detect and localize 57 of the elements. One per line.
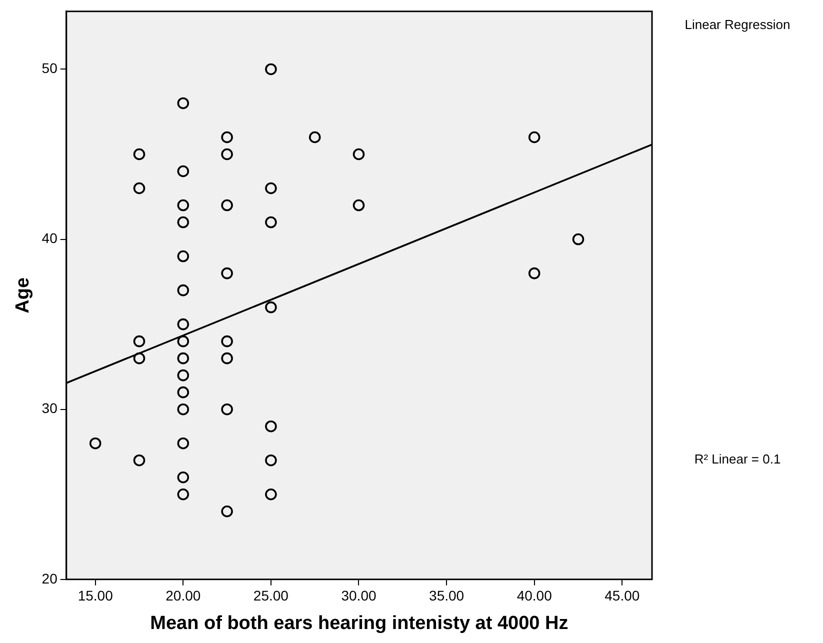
point: [265, 420, 277, 432]
point: [133, 335, 146, 348]
point: [265, 216, 277, 228]
point: [177, 165, 190, 178]
point: [352, 148, 365, 160]
point: [133, 352, 146, 364]
point: [308, 131, 321, 144]
x-tick-label: 25.00: [253, 588, 289, 604]
point: [265, 454, 277, 466]
x-tick-label: 35.00: [429, 588, 464, 604]
point: [177, 250, 190, 262]
x-tick-label: 30.00: [341, 588, 376, 604]
point: [177, 284, 190, 296]
point: [221, 403, 233, 416]
point: [177, 199, 190, 212]
point: [265, 488, 277, 500]
point: [177, 335, 190, 348]
point: [265, 63, 277, 76]
point: [177, 318, 190, 330]
y-tick-label: 50: [42, 60, 58, 76]
point: [133, 182, 146, 194]
y-tick-label: 20: [42, 570, 58, 586]
point: [221, 148, 233, 160]
point: [221, 335, 233, 348]
point: [572, 233, 584, 246]
text: R² Linear = 0.1: [694, 452, 781, 467]
point: [221, 267, 233, 280]
x-tick-label: 15.00: [78, 588, 114, 604]
point: [177, 369, 190, 382]
point: [177, 437, 190, 450]
y-tick-label: 40: [42, 230, 58, 246]
point: [528, 131, 540, 144]
y-axis-title: Age: [12, 277, 34, 314]
x-axis-title: Mean of both ears hearing intenisty at 4000 Hz: [150, 612, 568, 634]
point: [177, 488, 190, 500]
point: [133, 454, 146, 466]
text: Linear Regression: [684, 16, 790, 32]
point: [221, 199, 233, 212]
point: [265, 182, 277, 194]
point: [177, 352, 190, 364]
point: [177, 216, 190, 228]
x-tick-label: 40.00: [516, 588, 552, 604]
point: [177, 97, 190, 110]
point: [221, 505, 233, 518]
point: [177, 403, 190, 416]
point: [133, 148, 146, 160]
y-tick-label: 30: [42, 400, 58, 416]
point: [265, 301, 277, 314]
x-tick-label: 45.00: [604, 588, 640, 604]
point: [352, 199, 365, 212]
x-tick-label: 20.00: [166, 588, 201, 604]
point: [528, 267, 540, 280]
point: [177, 471, 190, 484]
point: [89, 437, 102, 450]
point: [177, 386, 190, 398]
point: [221, 131, 233, 144]
point: [221, 352, 233, 364]
